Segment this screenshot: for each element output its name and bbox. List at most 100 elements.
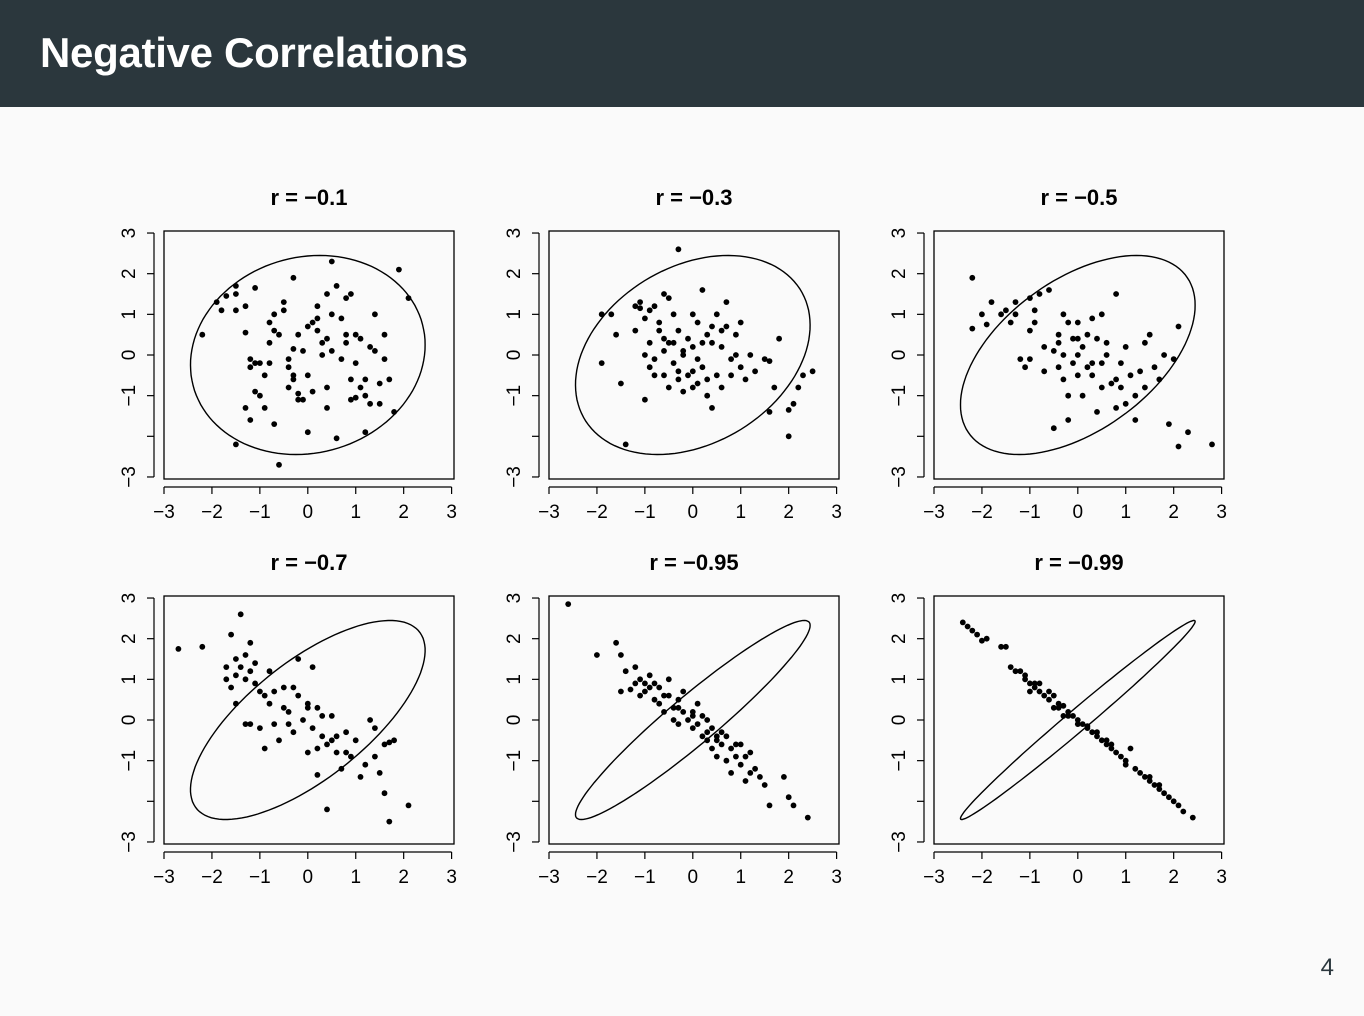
data-point <box>352 331 359 338</box>
data-point <box>1074 717 1081 723</box>
data-point <box>790 802 797 809</box>
data-point <box>300 348 306 354</box>
data-point <box>1098 384 1105 391</box>
data-point <box>1122 761 1129 768</box>
data-point <box>656 684 663 691</box>
x-tick-label: 3 <box>446 502 457 523</box>
data-point <box>800 372 806 379</box>
plot-frame <box>163 595 455 845</box>
data-point <box>1166 794 1172 801</box>
data-point <box>1098 737 1105 744</box>
data-point <box>1079 392 1086 399</box>
confidence-ellipse <box>959 254 1196 456</box>
data-point <box>785 407 792 413</box>
data-point <box>723 299 730 305</box>
plot-frame <box>163 230 455 480</box>
x-tick-label: −1 <box>1019 867 1041 888</box>
data-point <box>381 790 388 797</box>
data-point <box>304 323 311 330</box>
x-tick-label: 3 <box>1216 867 1227 888</box>
data-point <box>242 721 249 727</box>
y-tick-label: −1 <box>504 385 525 407</box>
data-point <box>1060 702 1067 709</box>
data-point <box>694 380 701 387</box>
data-point <box>704 392 711 399</box>
y-tick-label: −3 <box>119 466 140 488</box>
data-point <box>680 688 687 695</box>
data-point <box>728 745 734 752</box>
data-point <box>665 339 672 346</box>
data-point <box>983 635 990 642</box>
x-tick-label: 1 <box>350 502 361 523</box>
y-tick-label: 3 <box>504 228 525 239</box>
data-point <box>651 696 658 703</box>
data-point <box>276 461 282 468</box>
data-point <box>280 299 287 305</box>
data-point <box>290 346 297 352</box>
data-point <box>979 637 985 644</box>
data-point <box>242 652 249 658</box>
data-point <box>386 739 393 746</box>
data-point <box>694 356 701 362</box>
data-point <box>290 372 297 379</box>
data-point <box>295 656 302 662</box>
data-point <box>637 692 643 699</box>
data-point <box>718 344 725 350</box>
plot-frame <box>933 230 1225 480</box>
data-point <box>665 676 672 683</box>
y-tick-label: −1 <box>119 750 140 772</box>
x-tick-label: 0 <box>1073 867 1084 888</box>
data-point <box>343 295 349 301</box>
data-point <box>1065 319 1072 326</box>
data-point <box>357 384 364 391</box>
data-point <box>175 646 182 652</box>
data-point <box>1031 680 1038 687</box>
data-point <box>646 684 653 691</box>
data-point <box>242 329 249 336</box>
data-point <box>304 372 311 379</box>
data-point <box>959 619 966 626</box>
data-point <box>314 745 321 752</box>
data-point <box>333 749 340 756</box>
data-point <box>713 733 720 740</box>
page-number: 4 <box>1320 954 1334 981</box>
data-point <box>348 291 354 297</box>
x-tick-label: 0 <box>303 502 314 523</box>
data-point <box>1046 688 1052 695</box>
data-point <box>651 372 658 379</box>
data-point <box>376 770 383 776</box>
x-tick-label: −1 <box>249 867 271 888</box>
scatter-panel: r = −0.7 −3 −2 −1 0 1 2 3 −3 −1 0 1 2 3 <box>119 550 457 888</box>
data-point <box>1060 713 1067 719</box>
data-point <box>314 704 321 711</box>
data-point <box>704 717 711 723</box>
data-point <box>257 360 263 366</box>
data-point <box>632 303 639 310</box>
data-point <box>613 331 619 338</box>
data-point <box>309 319 316 326</box>
data-point <box>362 761 369 768</box>
data-point <box>627 686 634 693</box>
data-point <box>1156 786 1163 792</box>
x-tick-label: 1 <box>350 867 361 888</box>
data-point <box>1050 704 1057 711</box>
data-point <box>271 688 278 695</box>
data-point <box>1007 664 1014 670</box>
data-point <box>661 335 667 342</box>
y-tick-label: −3 <box>889 831 910 853</box>
data-point <box>709 339 715 346</box>
data-point <box>709 745 715 752</box>
data-point <box>376 400 383 407</box>
data-point <box>1050 348 1057 354</box>
data-point <box>656 700 663 707</box>
data-point <box>333 283 340 289</box>
data-point <box>252 680 258 687</box>
data-point <box>285 721 292 727</box>
data-point <box>1118 753 1124 760</box>
x-tick-label: −1 <box>1019 502 1041 523</box>
data-point <box>1170 798 1177 805</box>
x-tick-label: 2 <box>1168 867 1179 888</box>
data-point <box>343 339 349 346</box>
x-tick-label: 1 <box>1120 502 1131 523</box>
data-point <box>357 335 364 342</box>
